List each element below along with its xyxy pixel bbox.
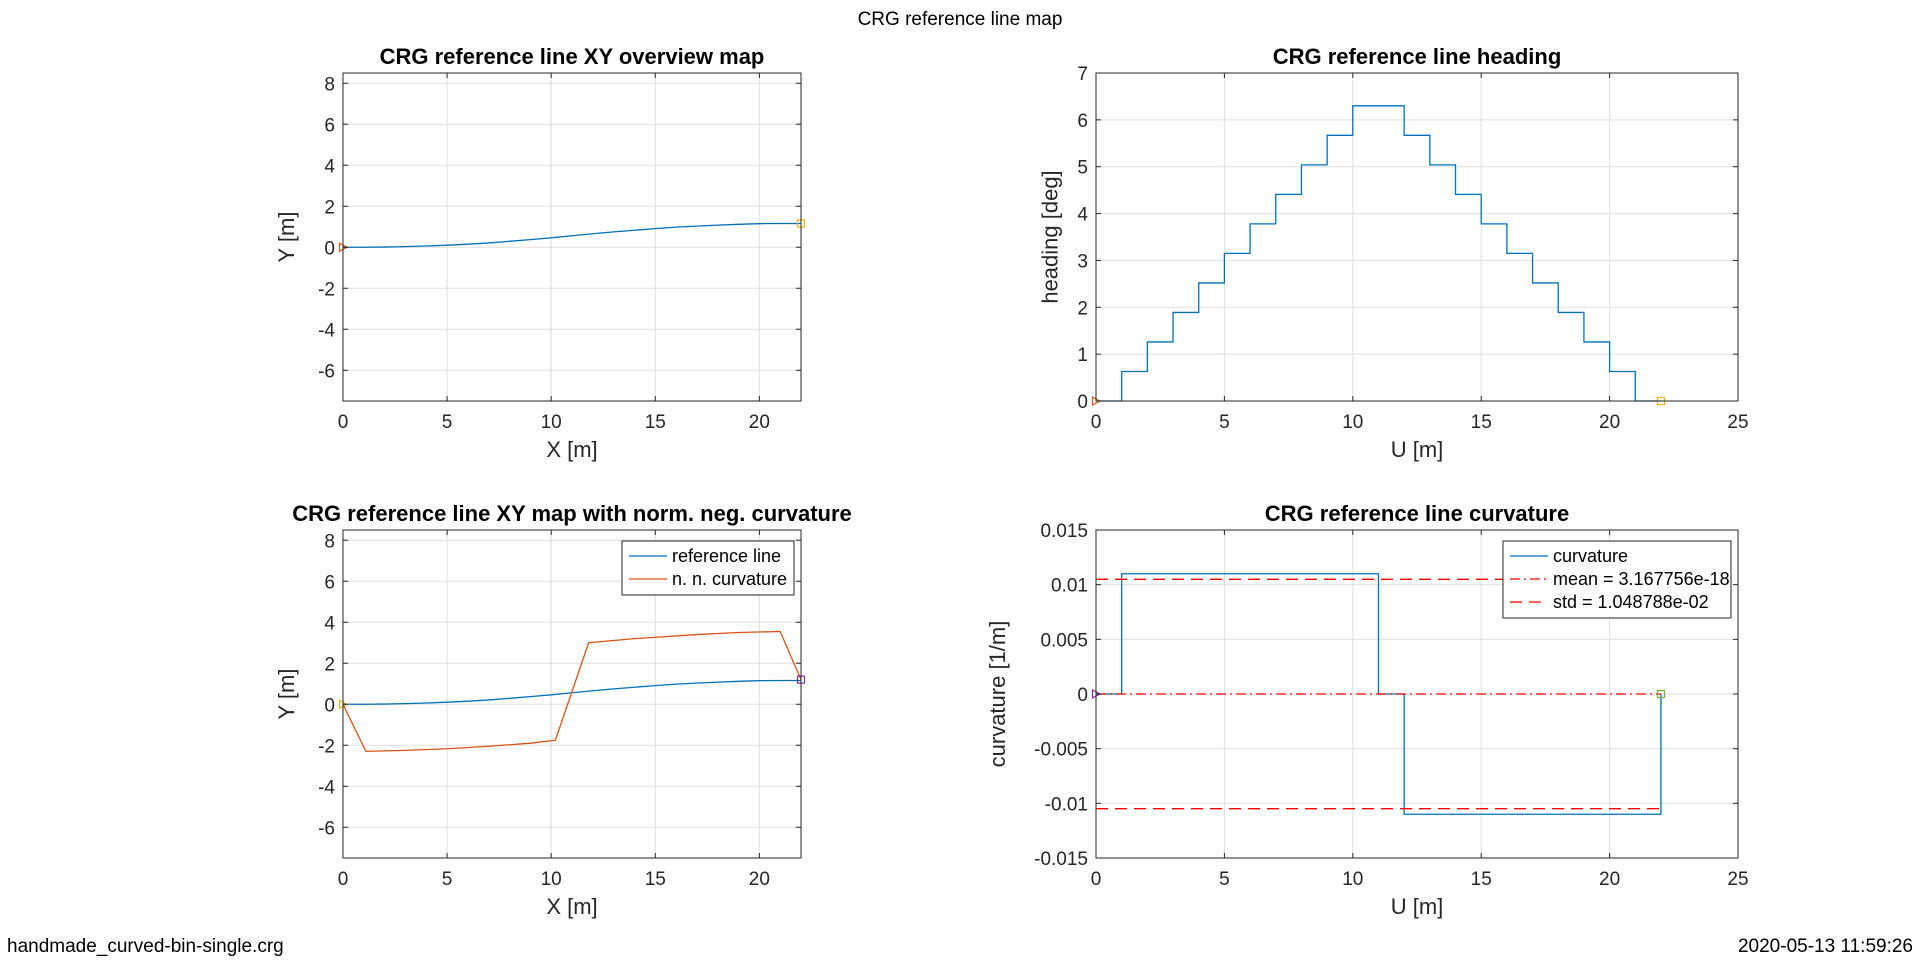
- y-tick-label: 4: [324, 156, 335, 177]
- y-tick-label: -2: [318, 279, 335, 300]
- y-tick-label: 0: [324, 238, 335, 259]
- x-axis-label: X [m]: [546, 894, 597, 919]
- y-tick-label: 8: [324, 74, 335, 95]
- x-tick-label: 20: [1599, 412, 1620, 433]
- y-tick-label: 2: [1077, 298, 1088, 319]
- chart-title: CRG reference line curvature: [1265, 501, 1569, 526]
- x-tick-label: 10: [541, 412, 562, 433]
- y-tick-label: 6: [324, 115, 335, 136]
- plot-area: [1096, 73, 1738, 401]
- x-tick-label: 25: [1727, 869, 1748, 890]
- series-line-n-n-curvature: [342, 630, 802, 753]
- chart-title: CRG reference line heading: [1273, 44, 1562, 69]
- end-marker: [1656, 689, 1666, 699]
- figure-suptitle: CRG reference line map: [858, 9, 1063, 30]
- legend: curvature mean = 3.167756e-18 std = 1.0487…: [1502, 540, 1732, 619]
- x-tick-label: 20: [749, 869, 770, 890]
- y-tick-label: 8: [324, 531, 335, 552]
- axes-box: [1095, 72, 1739, 402]
- data-layer: [343, 222, 801, 248]
- x-axis-label: U [m]: [1391, 437, 1444, 462]
- y-tick-label: 0.015: [1040, 521, 1088, 542]
- y-axis-label: heading [deg]: [1038, 170, 1063, 303]
- chart-xycurv: 0 5 10 15 20 -6 -4 -2 0 2 4 6 8 CRG reference line XY…: [274, 501, 852, 919]
- legend-entry: curvature: [1553, 546, 1628, 566]
- y-tick-label: 4: [324, 613, 335, 634]
- x-tick-label: 5: [1219, 869, 1230, 890]
- legend-box: [621, 540, 795, 596]
- y-tick-label: 2: [324, 197, 335, 218]
- y-tick-label: 5: [1077, 158, 1088, 179]
- x-tick-label: 15: [1471, 869, 1492, 890]
- y-tick-label: 0: [1077, 392, 1088, 413]
- x-tick-label: 20: [1599, 869, 1620, 890]
- y-tick-label: 0.01: [1051, 576, 1088, 597]
- y-tick-label: 3: [1077, 251, 1088, 272]
- x-tick-label: 10: [1342, 869, 1363, 890]
- legend-entry: mean = 3.167756e-18: [1553, 569, 1730, 589]
- chart-heading: 0 5 10 15 20 25 0 1 2 3 4 5 6 7 CRG reference line hea…: [1038, 44, 1749, 462]
- plot-area: [343, 73, 801, 401]
- y-tick-label: 7: [1077, 64, 1088, 85]
- y-tick-label: 0.005: [1040, 630, 1088, 651]
- legend-entry: n. n. curvature: [672, 569, 787, 589]
- x-tick-label: 0: [1091, 869, 1102, 890]
- footer-timestamp: 2020-05-13 11:59:26: [1738, 936, 1913, 957]
- y-tick-label: -6: [318, 361, 335, 382]
- x-tick-label: 0: [338, 412, 349, 433]
- x-tick-label: 20: [749, 412, 770, 433]
- y-tick-label: -2: [318, 736, 335, 757]
- y-tick-label: 2: [324, 654, 335, 675]
- x-tick-label: 10: [1342, 412, 1363, 433]
- legend: reference line n. n. curvature: [621, 540, 795, 596]
- y-tick-label: -0.005: [1034, 740, 1088, 761]
- y-tick-label: -4: [318, 777, 335, 798]
- y-tick-label: -0.01: [1045, 794, 1088, 815]
- chart-title: CRG reference line XY overview map: [380, 44, 765, 69]
- y-tick-label: 0: [1077, 685, 1088, 706]
- legend-entry: std = 1.048788e-02: [1553, 592, 1709, 612]
- data-layer: [1096, 105, 1661, 402]
- x-tick-label: 25: [1727, 412, 1748, 433]
- y-tick-label: 0: [324, 695, 335, 716]
- x-axis-label: U [m]: [1391, 894, 1444, 919]
- y-axis-label: Y [m]: [274, 669, 299, 720]
- x-tick-label: 5: [442, 412, 453, 433]
- y-tick-label: 1: [1077, 345, 1088, 366]
- x-tick-label: 0: [338, 869, 349, 890]
- y-tick-label: -6: [318, 818, 335, 839]
- footer-filename: handmade_curved-bin-single.crg: [7, 936, 284, 957]
- chart-xy: 0 5 10 15 20 -6 -4 -2 0 2 4 6 8 CRG reference line XY…: [274, 44, 806, 462]
- x-axis-label: X [m]: [546, 437, 597, 462]
- chart-title: CRG reference line XY map with norm. neg…: [292, 501, 852, 526]
- x-tick-label: 5: [442, 869, 453, 890]
- y-tick-label: 6: [1077, 111, 1088, 132]
- y-tick-label: 4: [1077, 205, 1088, 226]
- y-axis-label: Y [m]: [274, 212, 299, 263]
- x-tick-label: 15: [645, 412, 666, 433]
- x-tick-label: 5: [1219, 412, 1230, 433]
- y-axis-label: curvature [1/m]: [985, 621, 1010, 768]
- x-tick-label: 10: [541, 869, 562, 890]
- x-tick-label: 15: [645, 869, 666, 890]
- x-tick-label: 15: [1471, 412, 1492, 433]
- data-layer: [342, 630, 802, 753]
- series-line-s0: [1096, 105, 1661, 402]
- axes-box: [342, 72, 802, 402]
- x-tick-label: 0: [1091, 412, 1102, 433]
- data-layer: [1096, 573, 1662, 815]
- y-tick-label: 6: [324, 572, 335, 593]
- y-tick-label: -0.015: [1034, 849, 1088, 870]
- legend-entry: reference line: [672, 546, 781, 566]
- axes-box: [342, 529, 802, 859]
- y-tick-label: -4: [318, 320, 335, 341]
- legend-box: [1502, 540, 1732, 619]
- chart-curv: 0 5 10 15 20 25 -0.015 -0.01 -0.005 0 0.005 0.01 0.0…: [985, 501, 1749, 919]
- series-line-s0: [343, 222, 801, 248]
